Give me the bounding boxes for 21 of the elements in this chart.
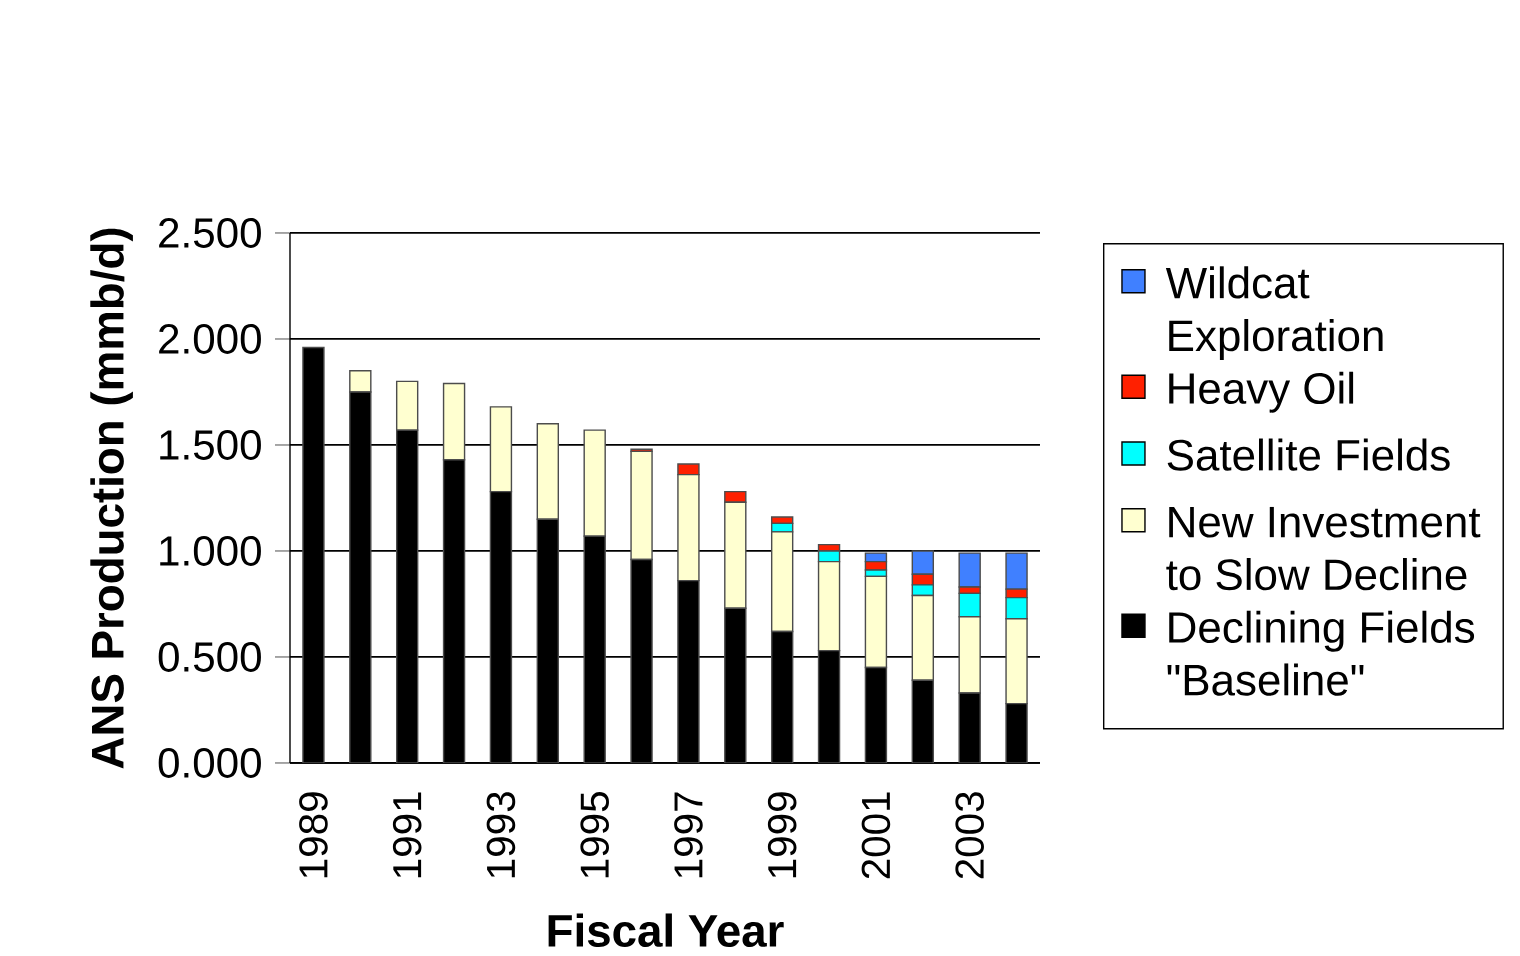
legend-label: Heavy Oil [1169,371,1354,413]
x-tick-label: 1995 [580,792,609,878]
legend-label: Wildcat Exploration [1165,266,1383,360]
y-tick-label: 1.000 [160,536,261,566]
legend-label: Declining Fields "Baseline" [1167,610,1475,696]
y-axis-title: ANS Production (mmb/d) [90,228,133,769]
x-axis-title: Fiscal Year [548,913,784,948]
x-tick-label: 1991 [392,792,422,878]
legend-label: Satellite Fields [1167,438,1450,471]
y-tick-label: 1.500 [160,430,261,460]
legend-label: New Investment to Slow Decline [1166,506,1481,591]
x-tick-label: 1989 [299,792,328,878]
y-tick-label: 2.000 [159,324,261,354]
x-tick-label: 1997 [674,792,703,878]
y-tick-label: 0.000 [158,748,261,778]
y-tick-label: 0.500 [158,642,261,672]
x-tick-label: 1993 [486,792,516,878]
x-tick-label: 1999 [767,792,797,878]
y-tick-label: 2.500 [159,218,261,248]
x-tick-label: 2001 [861,792,891,879]
x-tick-label: 2003 [955,792,984,879]
